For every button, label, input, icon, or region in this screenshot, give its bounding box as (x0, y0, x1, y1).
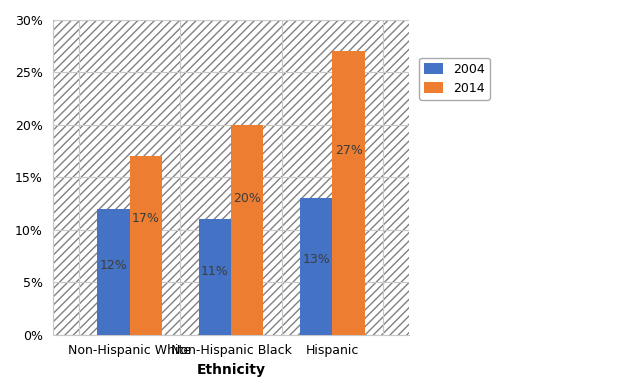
Bar (231, 125, 263, 335)
Bar (333, 51, 365, 335)
Text: 11%: 11% (201, 265, 229, 278)
Text: 13%: 13% (302, 253, 330, 266)
Bar (97, 209, 130, 335)
Text: 17%: 17% (132, 212, 160, 225)
Bar (130, 156, 162, 335)
Text: 20%: 20% (233, 192, 261, 205)
Text: 12%: 12% (99, 259, 127, 272)
X-axis label: Ethnicity: Ethnicity (196, 363, 265, 377)
Legend: 2004, 2014: 2004, 2014 (419, 58, 490, 100)
Text: 27%: 27% (334, 144, 363, 157)
Bar (300, 198, 333, 335)
Bar (199, 220, 231, 335)
